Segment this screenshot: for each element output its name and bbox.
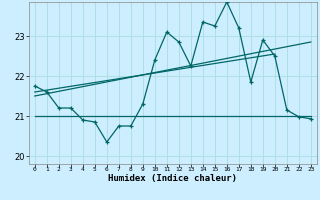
X-axis label: Humidex (Indice chaleur): Humidex (Indice chaleur) <box>108 174 237 183</box>
